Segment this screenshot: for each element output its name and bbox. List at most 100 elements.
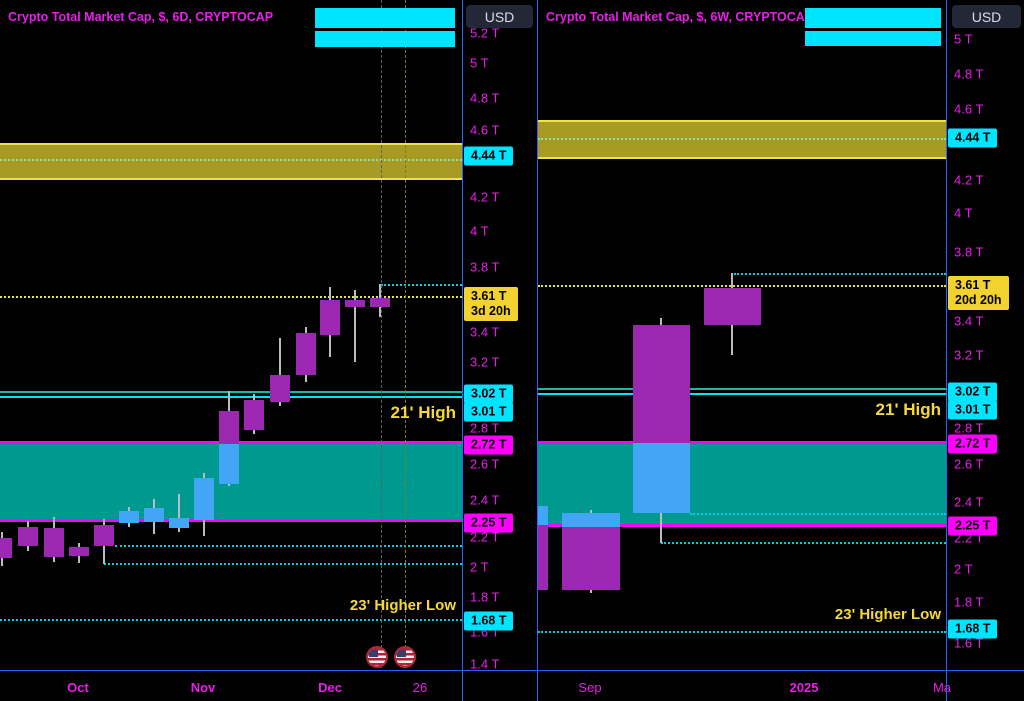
price-label-chip: 2.25 T: [948, 516, 998, 536]
time-axis-label: 26: [412, 680, 428, 695]
price-level-line: [734, 273, 946, 275]
price-level-line: [538, 285, 946, 287]
candle-body: [18, 527, 38, 546]
price-tick-label: 3.4 T: [954, 313, 984, 329]
time-axis-label: 2025: [789, 680, 819, 695]
panel-divider[interactable]: [537, 0, 538, 701]
time-axis-label: Oct: [67, 680, 89, 695]
price-tick-label: 2.2 T: [470, 529, 500, 545]
right-21-high-annotation: 21' High: [875, 400, 941, 419]
candle-body: [194, 478, 214, 520]
price-tick-label: 4 T: [954, 205, 973, 221]
candle-body: [538, 525, 548, 590]
us-flag-icon[interactable]: [394, 646, 416, 668]
us-flag-icon[interactable]: [366, 646, 388, 668]
price-label-chip: 3.01 T: [948, 400, 998, 420]
time-axis-label: Ma: [932, 680, 952, 695]
event-vertical-dashed-line: [381, 0, 382, 668]
candle-body: [633, 443, 690, 513]
event-vertical-dashed-line: [405, 0, 406, 668]
candle-body: [633, 325, 690, 443]
candle-body: [345, 300, 365, 307]
price-level-line: [538, 393, 946, 395]
price-tick-label: 3.2 T: [470, 354, 500, 370]
candle-body: [219, 444, 239, 484]
price-tick-label: 4.8 T: [470, 90, 500, 106]
left-chart-title: Crypto Total Market Cap, $, 6D, CRYPTOCA…: [8, 10, 274, 24]
right-chart-area[interactable]: Crypto Total Market Cap, $, 6W, CRYPTOCA…: [538, 0, 946, 670]
price-level-line: [381, 284, 462, 286]
price-level-line: [538, 388, 946, 390]
price-tick-label: 2 T: [470, 559, 489, 575]
time-axis-label: Sep: [578, 680, 602, 695]
price-label-chip: 4.44 T: [948, 128, 998, 148]
left-currency-button[interactable]: USD: [466, 5, 533, 28]
price-level-line: [538, 631, 946, 633]
support-band: [538, 444, 946, 524]
price-level-line: [0, 296, 462, 298]
candle-body: [119, 511, 139, 523]
price-tick-label: 3.8 T: [954, 244, 984, 260]
left-price-axis[interactable]: USD 5.2 T 5 T 4.8 T 4.6 T 4.2 T 4 T 3.8 T 3.4 T…: [463, 0, 535, 701]
price-tick-label: 1.6 T: [954, 635, 984, 651]
price-level-line: [538, 524, 946, 527]
price-tick-label: 4.2 T: [470, 189, 500, 205]
price-tick-label: 2.6 T: [954, 456, 984, 472]
right-currency-button[interactable]: USD: [952, 5, 1021, 28]
price-level-line: [0, 159, 462, 161]
price-tick-label: 3.4 T: [470, 324, 500, 340]
right-legend-redaction-top: [805, 8, 941, 28]
price-tick-label: 1.4 T: [470, 656, 500, 672]
candle-body: [320, 300, 340, 335]
candle-body: [169, 518, 189, 528]
price-level-line: [538, 441, 946, 444]
price-level-line: [690, 513, 946, 515]
time-axis-label: Nov: [190, 680, 216, 695]
price-tick-label: 4.6 T: [470, 122, 500, 138]
left-23-higher-low-annotation: 23' Higher Low: [349, 597, 456, 614]
price-label-chip: 3.01 T: [464, 402, 514, 422]
candle-wick: [279, 338, 281, 406]
price-level-line: [0, 391, 462, 393]
candle-body: [69, 547, 89, 556]
right-axis-border: [946, 0, 947, 701]
price-level-line: [0, 396, 462, 398]
left-legend-redaction-top: [315, 8, 455, 28]
candle-body: [270, 375, 290, 402]
price-label-chip: 3.02 T: [948, 382, 998, 402]
price-tick-label: 4 T: [470, 223, 489, 239]
resistance-band: [0, 143, 462, 180]
left-chart-area[interactable]: Crypto Total Market Cap, $, 6D, CRYPTOCA…: [0, 0, 462, 670]
candle-body: [562, 527, 620, 590]
price-tick-label: 2.6 T: [470, 456, 500, 472]
price-tick-label: 3.2 T: [954, 347, 984, 363]
time-axis[interactable]: Oct Nov Dec 26 Sep 2025 Ma: [0, 670, 1024, 701]
right-legend-redaction-bottom: [805, 31, 941, 46]
price-level-line: [538, 138, 946, 140]
price-label-chip: 3.02 T: [464, 384, 514, 404]
price-label-chip: 2.72 T: [948, 434, 998, 454]
price-label-chip: 3.61 T 3d 20h: [464, 287, 518, 321]
candle-body: [94, 525, 114, 546]
price-label-chip: 1.68 T: [948, 619, 998, 639]
candle-body: [538, 506, 548, 525]
right-price-axis[interactable]: USD 5 T 4.8 T 4.6 T 4.2 T 4 T 3.8 T 3.4 T 3.2 T…: [947, 0, 1024, 701]
candle-body: [704, 288, 761, 325]
price-label-chip: 2.72 T: [464, 435, 514, 455]
candle-body: [144, 508, 164, 522]
candle-body: [244, 400, 264, 430]
left-21-high-annotation: 21' High: [390, 403, 456, 422]
candle-body: [44, 528, 64, 557]
price-label-chip: 1.68 T: [464, 611, 514, 631]
candle-body: [562, 513, 620, 527]
price-tick-label: 1.8 T: [470, 589, 500, 605]
price-tick-label: 5 T: [470, 55, 489, 71]
candle-wick: [178, 494, 180, 532]
price-tick-label: 2.4 T: [470, 492, 500, 508]
price-tick-label: 2.4 T: [954, 494, 984, 510]
price-tick-label: 1.8 T: [954, 594, 984, 610]
candle-wick: [354, 290, 356, 362]
price-label-chip: 4.44 T: [464, 146, 514, 166]
time-axis-label: Dec: [318, 680, 342, 695]
